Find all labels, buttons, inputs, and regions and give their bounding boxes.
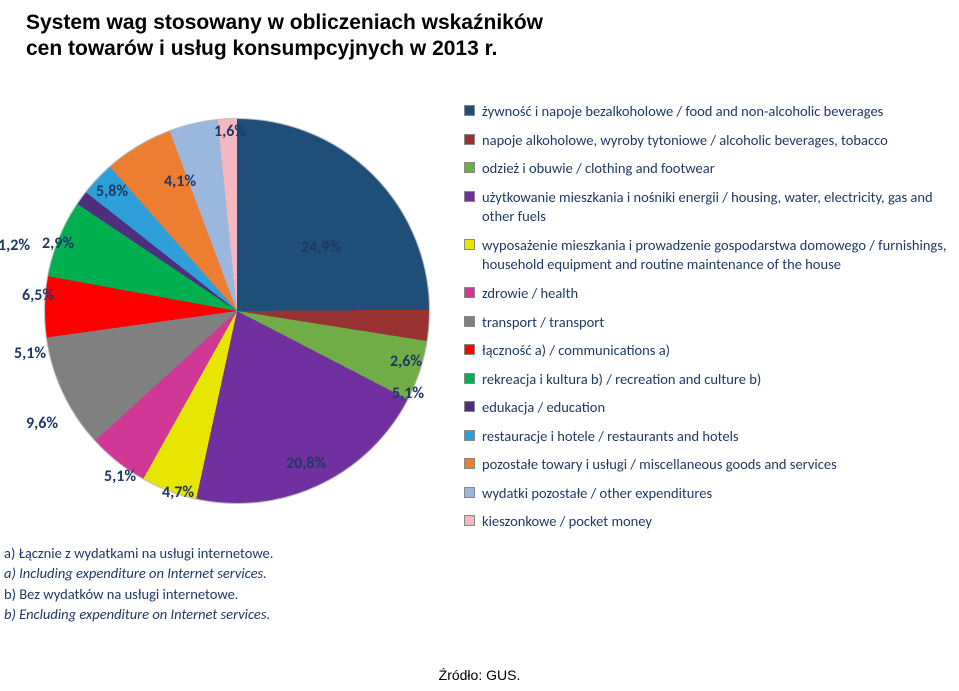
title-line2: cen towarów i usług konsumpcyjnych w 201… bbox=[26, 37, 497, 60]
legend-item: transport / transport bbox=[464, 313, 950, 333]
legend-swatch bbox=[464, 191, 475, 202]
legend-swatch bbox=[464, 105, 475, 116]
page-title: System wag stosowany w obliczeniach wska… bbox=[0, 0, 959, 63]
legend-swatch bbox=[464, 430, 475, 441]
legend: żywność i napoje bezalkoholowe / food an… bbox=[464, 102, 950, 541]
legend-item: zdrowie / health bbox=[464, 284, 950, 304]
legend-label: napoje alkoholowe, wyroby tytoniowe / al… bbox=[482, 131, 950, 151]
legend-label: pozostałe towary i usługi / miscellaneou… bbox=[482, 455, 950, 475]
legend-label: kieszonkowe / pocket money bbox=[482, 512, 950, 532]
legend-item: łączność a) / communications a) bbox=[464, 341, 950, 361]
slice-label: 2,9% bbox=[42, 234, 74, 253]
legend-label: żywność i napoje bezalkoholowe / food an… bbox=[482, 102, 950, 122]
slice-label: 24,9% bbox=[301, 238, 341, 257]
legend-item: napoje alkoholowe, wyroby tytoniowe / al… bbox=[464, 131, 950, 151]
legend-label: restauracje i hotele / restaurants and h… bbox=[482, 427, 950, 447]
legend-item: odzież i obuwie / clothing and footwear bbox=[464, 159, 950, 179]
legend-swatch bbox=[464, 344, 475, 355]
legend-swatch bbox=[464, 162, 475, 173]
legend-item: wyposażenie mieszkania i prowadzenie gos… bbox=[464, 236, 950, 275]
legend-label: użytkowanie mieszkania i nośniki energii… bbox=[482, 188, 950, 227]
legend-item: żywność i napoje bezalkoholowe / food an… bbox=[464, 102, 950, 122]
legend-item: pozostałe towary i usługi / miscellaneou… bbox=[464, 455, 950, 475]
legend-swatch bbox=[464, 458, 475, 469]
slice-label: 5,8% bbox=[96, 182, 128, 201]
legend-swatch bbox=[464, 316, 475, 327]
legend-swatch bbox=[464, 487, 475, 498]
legend-swatch bbox=[464, 373, 475, 384]
slice-label: 6,5% bbox=[22, 286, 54, 305]
legend-label: transport / transport bbox=[482, 313, 950, 333]
legend-label: odzież i obuwie / clothing and footwear bbox=[482, 159, 950, 179]
slice-label: 2,6% bbox=[390, 352, 422, 371]
source-text: Źródło: GUS. bbox=[0, 667, 959, 683]
legend-label: wyposażenie mieszkania i prowadzenie gos… bbox=[482, 236, 950, 275]
footnote-a-pl: a) Łącznie z wydatkami na usługi interne… bbox=[4, 543, 273, 563]
legend-item: edukacja / education bbox=[464, 398, 950, 418]
legend-item: restauracje i hotele / restaurants and h… bbox=[464, 427, 950, 447]
slice-label: 9,6% bbox=[26, 414, 58, 433]
footnote-a-en: a) Including expenditure on Internet ser… bbox=[4, 563, 273, 583]
slice-label: 1,2% bbox=[0, 236, 30, 255]
legend-item: kieszonkowe / pocket money bbox=[464, 512, 950, 532]
slice-label: 5,1% bbox=[392, 384, 424, 403]
legend-label: łączność a) / communications a) bbox=[482, 341, 950, 361]
slice-label: 4,7% bbox=[162, 483, 194, 502]
footnotes: a) Łącznie z wydatkami na usługi interne… bbox=[4, 543, 273, 624]
slice-label: 5,1% bbox=[104, 467, 136, 486]
slice-label: 1,6% bbox=[214, 122, 246, 141]
slice-label: 4,1% bbox=[164, 172, 196, 191]
legend-label: rekreacja i kultura b) / recreation and … bbox=[482, 370, 950, 390]
legend-label: zdrowie / health bbox=[482, 284, 950, 304]
footnote-b-pl: b) Bez wydatków na usługi internetowe. bbox=[4, 584, 273, 604]
chart-area: 24,9% 2,6% 5,1% 20,8% 4,7% 5,1% 9,6% 5,1% 6,5% 1,… bbox=[0, 90, 959, 650]
legend-swatch bbox=[464, 134, 475, 145]
legend-label: wydatki pozostałe / other expenditures bbox=[482, 484, 950, 504]
legend-item: użytkowanie mieszkania i nośniki energii… bbox=[464, 188, 950, 227]
slice-label: 20,8% bbox=[286, 454, 326, 473]
legend-label: edukacja / education bbox=[482, 398, 950, 418]
legend-swatch bbox=[464, 401, 475, 412]
title-line1: System wag stosowany w obliczeniach wska… bbox=[26, 11, 543, 34]
legend-item: rekreacja i kultura b) / recreation and … bbox=[464, 370, 950, 390]
footnote-b-en: b) Encluding expenditure on Internet ser… bbox=[4, 604, 273, 624]
slice-label: 5,1% bbox=[14, 344, 46, 363]
pie-chart: 24,9%2,6%5,1%20,8%4,7%5,1%9,6%5,1%6,5%1,… bbox=[44, 118, 430, 504]
legend-item: wydatki pozostałe / other expenditures bbox=[464, 484, 950, 504]
legend-swatch bbox=[464, 287, 475, 298]
legend-swatch bbox=[464, 515, 475, 526]
legend-swatch bbox=[464, 239, 475, 250]
